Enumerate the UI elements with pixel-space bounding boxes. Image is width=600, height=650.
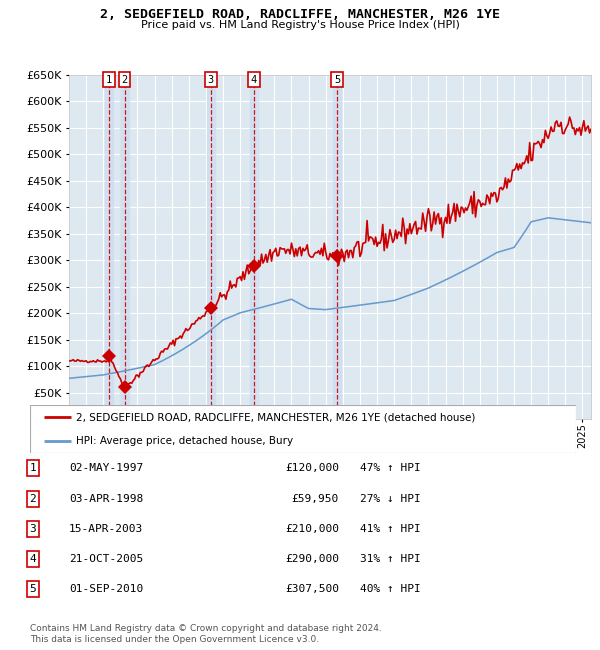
Text: 47% ↑ HPI: 47% ↑ HPI <box>360 463 421 473</box>
Text: 3: 3 <box>208 75 214 84</box>
Text: 41% ↑ HPI: 41% ↑ HPI <box>360 524 421 534</box>
Text: 27% ↓ HPI: 27% ↓ HPI <box>360 494 421 504</box>
Bar <box>206 75 215 419</box>
Text: 4: 4 <box>251 75 257 84</box>
Text: 40% ↑ HPI: 40% ↑ HPI <box>360 584 421 594</box>
Bar <box>104 75 113 419</box>
Text: Contains HM Land Registry data © Crown copyright and database right 2024.: Contains HM Land Registry data © Crown c… <box>30 624 382 633</box>
Text: 03-APR-1998: 03-APR-1998 <box>69 494 143 504</box>
Text: 31% ↑ HPI: 31% ↑ HPI <box>360 554 421 564</box>
Text: HPI: Average price, detached house, Bury: HPI: Average price, detached house, Bury <box>76 436 293 446</box>
Text: £59,950: £59,950 <box>292 494 339 504</box>
Text: 2, SEDGEFIELD ROAD, RADCLIFFE, MANCHESTER, M26 1YE (detached house): 2, SEDGEFIELD ROAD, RADCLIFFE, MANCHESTE… <box>76 412 476 422</box>
Text: 1: 1 <box>106 75 112 84</box>
Bar <box>121 75 129 419</box>
Bar <box>333 75 341 419</box>
Text: Price paid vs. HM Land Registry's House Price Index (HPI): Price paid vs. HM Land Registry's House … <box>140 20 460 29</box>
Text: 4: 4 <box>29 554 37 564</box>
Text: £120,000: £120,000 <box>285 463 339 473</box>
Text: £290,000: £290,000 <box>285 554 339 564</box>
Text: £307,500: £307,500 <box>285 584 339 594</box>
Text: 02-MAY-1997: 02-MAY-1997 <box>69 463 143 473</box>
Text: 01-SEP-2010: 01-SEP-2010 <box>69 584 143 594</box>
Text: 2: 2 <box>29 494 37 504</box>
Text: £210,000: £210,000 <box>285 524 339 534</box>
Text: 5: 5 <box>29 584 37 594</box>
Text: 5: 5 <box>334 75 340 84</box>
Text: 1: 1 <box>29 463 37 473</box>
Text: 15-APR-2003: 15-APR-2003 <box>69 524 143 534</box>
Text: This data is licensed under the Open Government Licence v3.0.: This data is licensed under the Open Gov… <box>30 634 319 644</box>
Bar <box>250 75 258 419</box>
Text: 2, SEDGEFIELD ROAD, RADCLIFFE, MANCHESTER, M26 1YE: 2, SEDGEFIELD ROAD, RADCLIFFE, MANCHESTE… <box>100 8 500 21</box>
Text: 2: 2 <box>121 75 128 84</box>
Text: 3: 3 <box>29 524 37 534</box>
Text: 21-OCT-2005: 21-OCT-2005 <box>69 554 143 564</box>
